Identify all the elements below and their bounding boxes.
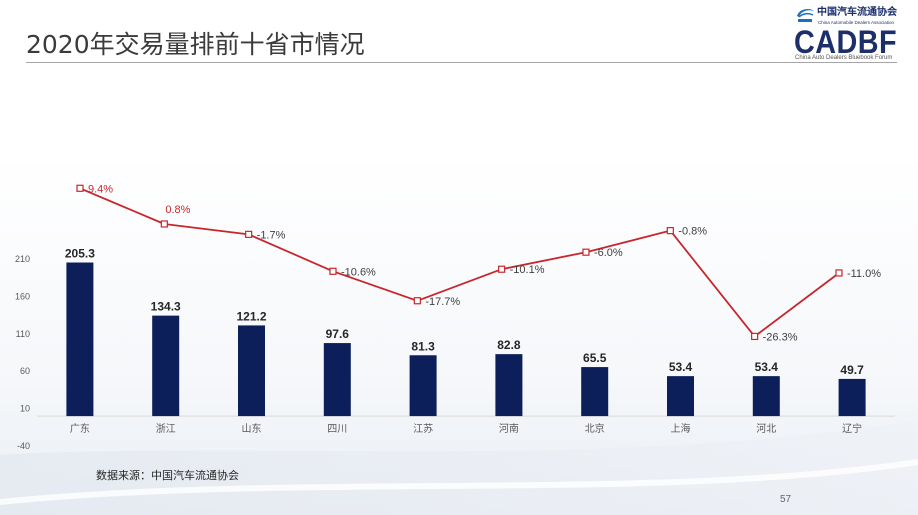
bar-value-label-3: 121.2 (236, 309, 266, 323)
line-point-1 (76, 184, 84, 192)
line-point-7 (582, 248, 590, 256)
line-point-10 (835, 269, 843, 277)
org-name-en: China Automobile Dealers Association (818, 20, 895, 25)
category-label-3: 山东 (242, 422, 262, 435)
y-tick-label-5: 10 (20, 404, 30, 414)
line-point-2 (160, 220, 168, 228)
y-tick-label-6: -40 (17, 441, 30, 451)
bar-value-label-10: 49.7 (840, 363, 864, 377)
line-value-label-8: -0.8% (678, 226, 707, 238)
category-label-8: 上海 (671, 422, 691, 435)
bar-value-label-6: 82.8 (497, 338, 521, 352)
line-value-label-9: -26.3% (763, 331, 798, 343)
brand-subtitle: China Auto Dealers Bluebook Forum (795, 55, 893, 61)
bar-value-label-8: 53.4 (669, 360, 693, 374)
line-point-5 (413, 297, 421, 305)
bar-value-label-4: 97.6 (326, 327, 350, 341)
bar-7 (581, 367, 609, 417)
line-value-label-7: -6.0% (594, 247, 623, 259)
background-streak (0, 459, 918, 505)
y-tick-label-3: 110 (16, 329, 30, 339)
category-label-5: 江苏 (413, 422, 433, 435)
y-tick-label-1: 210 (15, 254, 30, 264)
cada-logo: 中国汽车流通协会 China Automobile Dealers Associ… (790, 4, 900, 64)
bar-5 (409, 355, 437, 417)
bar-value-label-1: 205.3 (65, 247, 95, 261)
line-value-label-4: -10.6% (341, 266, 376, 278)
title-divider (26, 62, 897, 63)
category-label-6: 河南 (499, 422, 519, 435)
bar-4 (323, 343, 351, 417)
bar-10 (838, 378, 866, 417)
category-label-9: 河北 (756, 423, 776, 435)
bar-8 (667, 376, 694, 417)
category-label-2: 浙江 (156, 423, 176, 435)
category-label-1: 广东 (70, 422, 90, 435)
line-value-label-2: 0.8% (165, 204, 190, 216)
page-number: 57 (780, 494, 792, 505)
line-value-label-1: 9.4% (88, 183, 113, 195)
bar-value-label-5: 81.3 (411, 339, 435, 353)
slide-title: 2020年交易量排前十省市情况 (26, 30, 365, 59)
category-label-10: 辽宁 (842, 422, 862, 435)
bar-value-label-7: 65.5 (583, 351, 607, 365)
line-value-label-10: -11.0% (847, 268, 881, 280)
data-source-note: 数据来源：中国汽车流通协会 (96, 469, 239, 482)
line-point-3 (245, 230, 253, 238)
line-value-label-3: -1.7% (257, 229, 286, 241)
y-tick-label-2: 160 (15, 291, 30, 301)
line-value-label-5: -17.7% (425, 296, 460, 308)
cada-emblem-icon (797, 8, 814, 22)
bar-value-label-9: 53.4 (755, 360, 779, 374)
org-name-cn: 中国汽车流通协会 (817, 7, 897, 18)
bar-1 (66, 262, 94, 417)
bar-6 (495, 354, 523, 417)
line-point-6 (498, 265, 506, 273)
category-label-7: 北京 (585, 422, 605, 435)
y-tick-label-4: 60 (20, 366, 30, 376)
line-point-9 (751, 332, 759, 341)
category-label-4: 四川 (327, 424, 347, 435)
line-series (79, 187, 840, 338)
line-point-8 (666, 227, 674, 235)
line-point-4 (329, 267, 337, 275)
brand-wordmark: CADBF (794, 24, 898, 60)
bar-3 (238, 325, 265, 417)
line-value-label-6: -10.1% (510, 264, 545, 276)
bar-2 (152, 315, 180, 417)
bar-9 (752, 376, 780, 417)
bar-value-label-2: 134.3 (151, 300, 181, 314)
